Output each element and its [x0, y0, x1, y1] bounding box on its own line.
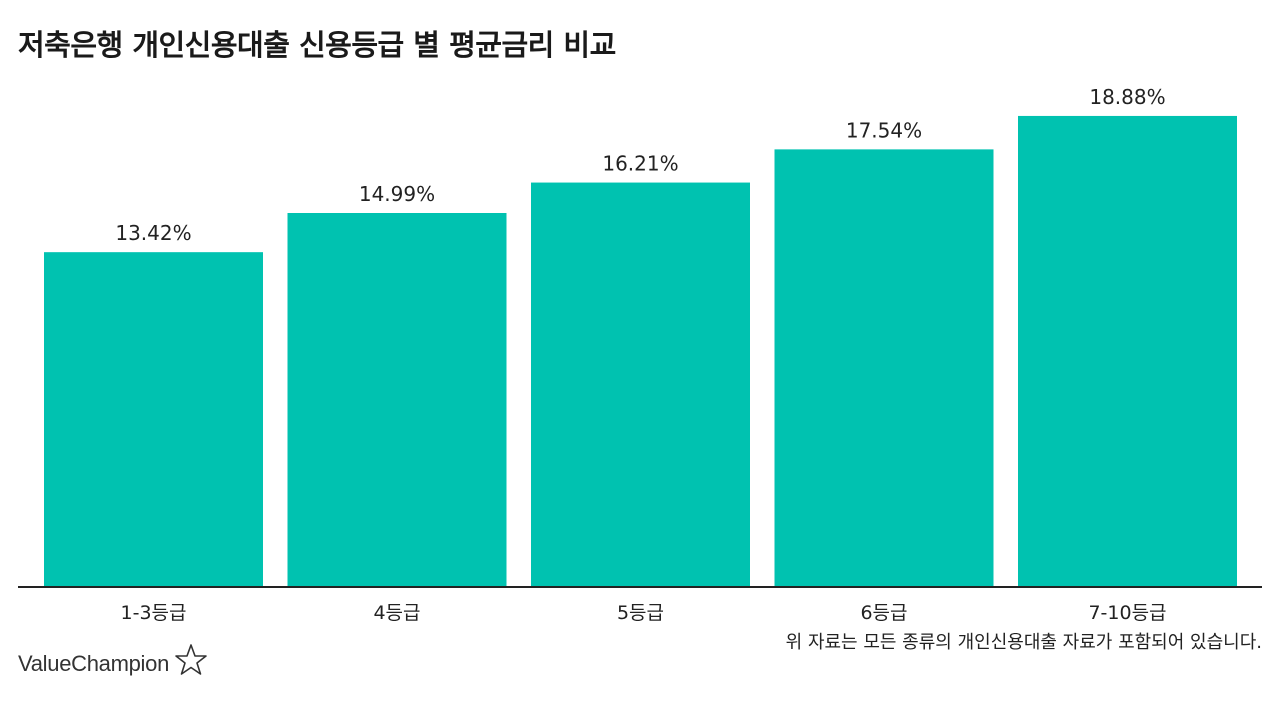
brand-name: ValueChampion — [18, 651, 170, 676]
bar — [287, 212, 507, 587]
bar-value-label: 14.99% — [359, 182, 435, 206]
bars-group: 13.42% 1-3등급 14.99% 4등급 16.21% 5등급 17.54% 6등급 18… — [44, 85, 1237, 624]
category-tick-label: 1-3등급 — [121, 602, 187, 624]
category-tick-label: 7-10등급 — [1088, 602, 1166, 624]
bar — [1018, 115, 1237, 587]
bar-value-label: 13.42% — [115, 221, 191, 245]
bar-value-label: 16.21% — [602, 152, 678, 176]
star-outline-icon — [175, 644, 207, 675]
chart-title: 저축은행 개인신용대출 신용등급 별 평균금리 비교 — [18, 28, 616, 62]
brand-logo: ValueChampion — [18, 644, 209, 678]
bar-value-label: 17.54% — [846, 118, 922, 142]
category-tick-label: 5등급 — [617, 602, 664, 624]
footnote: 위 자료는 모든 종류의 개인신용대출 자료가 포함되어 있습니다. — [785, 632, 1262, 653]
bar — [774, 149, 994, 587]
bar — [531, 182, 750, 588]
category-tick-label: 6등급 — [860, 602, 907, 624]
bar-value-label: 18.88% — [1089, 85, 1165, 109]
category-tick-label: 4등급 — [373, 602, 420, 624]
bar — [44, 252, 263, 587]
